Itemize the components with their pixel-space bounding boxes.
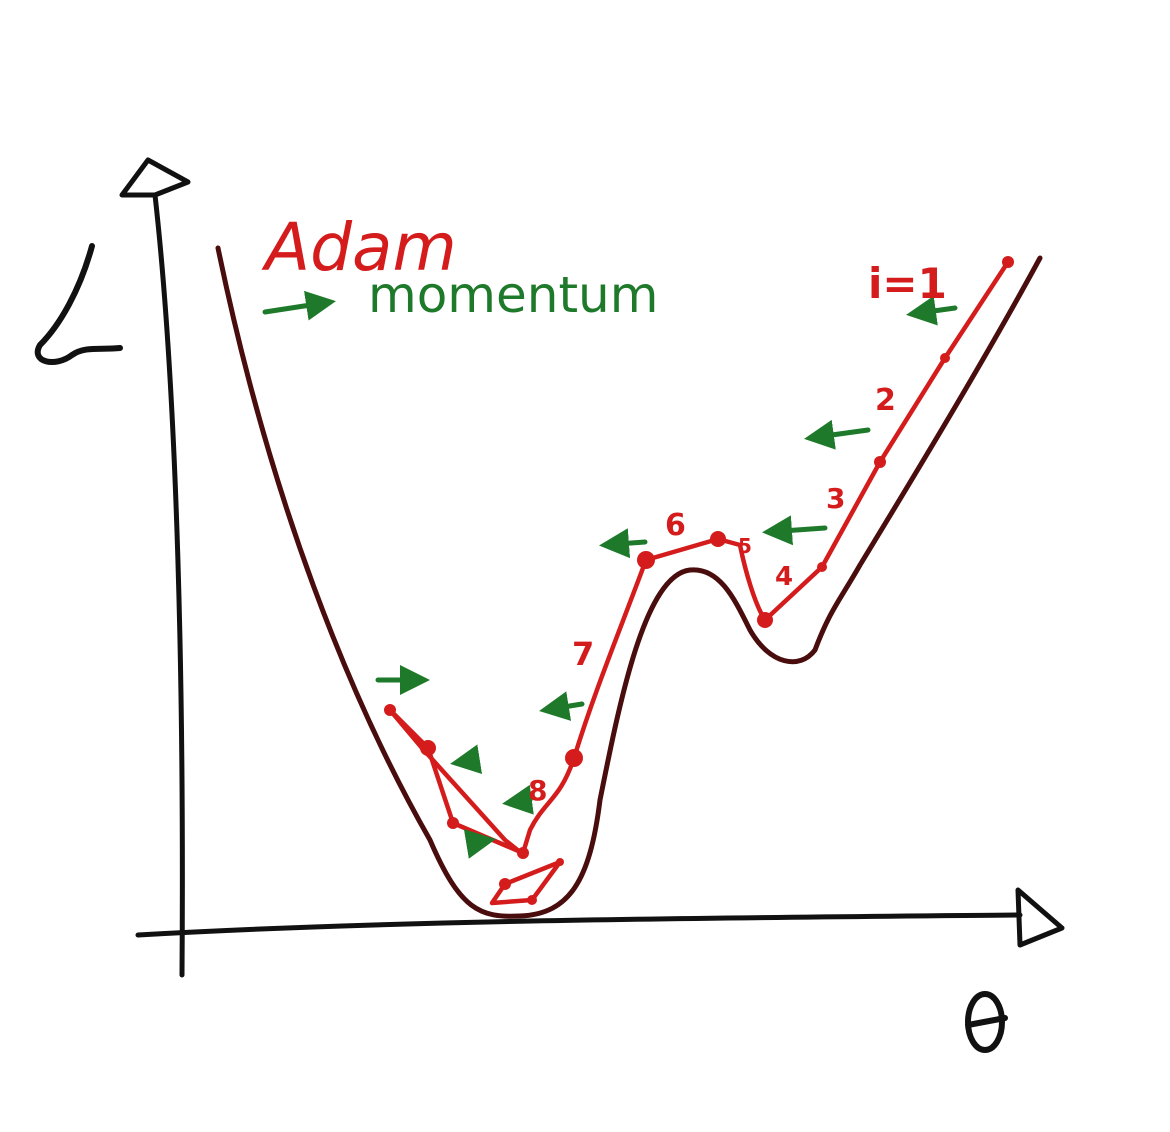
step-label-4: 4 — [775, 562, 793, 592]
momentum-arrow-9 — [450, 744, 483, 775]
legend-momentum-label: momentum — [368, 266, 658, 324]
step-label-1: i=1 — [868, 259, 947, 308]
step-label-2: 2 — [875, 383, 896, 418]
adam-path — [387, 259, 1011, 906]
momentum-arrow-8 — [502, 784, 534, 815]
momentum-arrow-2 — [804, 419, 871, 450]
momentum-arrow-3 — [762, 515, 828, 546]
y-axis-label-icon — [34, 243, 123, 365]
step-label-7: 7 — [572, 635, 594, 673]
step-label-8: 8 — [528, 774, 547, 807]
step-label-5: 5 — [738, 534, 752, 558]
y-axis — [152, 192, 185, 978]
x-axis — [135, 912, 1023, 938]
x-axis-arrowhead — [1015, 887, 1065, 948]
momentum-arrow-1 — [906, 295, 958, 326]
adam-step-dots — [384, 256, 1014, 905]
momentum-arrow-7 — [539, 691, 585, 721]
axes — [119, 157, 1065, 978]
y-axis-arrowhead — [119, 157, 191, 198]
step-label-6: 6 — [665, 508, 686, 543]
momentum-arrows — [375, 295, 958, 859]
legend-momentum-arrow-icon — [262, 290, 336, 321]
step-label-3: 3 — [826, 482, 845, 515]
momentum-arrow-6 — [599, 528, 648, 559]
step-labels: i=1 2 3 4 5 6 7 8 — [528, 259, 947, 807]
legend-title: Adam — [261, 209, 457, 286]
x-axis-label-icon — [965, 991, 1008, 1053]
loss-curve — [215, 245, 1043, 919]
momentum-arrow-10 — [463, 829, 496, 859]
